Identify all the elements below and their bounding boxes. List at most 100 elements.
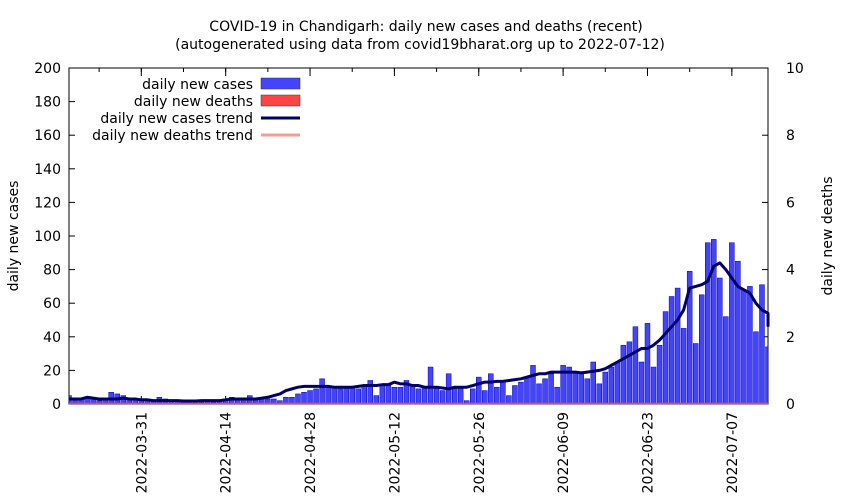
case-bar <box>650 366 657 405</box>
case-bar <box>379 385 386 405</box>
y2-tick-label: 8 <box>786 128 795 144</box>
case-bar <box>602 371 609 405</box>
x-tick-label: 2022-07-07 <box>725 412 741 493</box>
case-bar <box>433 386 440 405</box>
case-bar <box>620 344 627 405</box>
legend-swatch <box>260 94 301 107</box>
x-tick-label: 2022-04-14 <box>219 412 235 493</box>
case-bar <box>596 383 602 405</box>
y-axis-title: daily new cases <box>6 181 22 292</box>
y-tick-label: 80 <box>43 263 61 279</box>
case-bar <box>325 386 331 405</box>
case-bar <box>759 284 765 405</box>
legend-label: daily new cases <box>142 77 253 93</box>
case-bar <box>415 388 422 405</box>
y-tick-label: 100 <box>34 229 61 245</box>
case-bar <box>590 361 596 405</box>
case-bar <box>421 386 428 405</box>
case-bar <box>692 343 699 405</box>
case-bar <box>578 371 584 405</box>
case-bar <box>536 383 542 405</box>
case-bar <box>723 316 729 405</box>
y2-tick-label: 4 <box>786 263 795 279</box>
case-bar <box>319 378 325 405</box>
y-tick-label: 200 <box>34 61 61 77</box>
case-bar <box>614 361 621 405</box>
case-bar <box>530 365 536 405</box>
case-bar <box>427 366 434 405</box>
case-bar <box>512 385 518 405</box>
chart-subtitle: (autogenerated using data from covid19bh… <box>175 37 665 53</box>
y-tick-label: 0 <box>52 397 61 413</box>
case-bar <box>391 386 398 405</box>
case-bar <box>765 346 769 405</box>
case-bar <box>662 311 669 405</box>
x-tick-label: 2022-04-28 <box>303 412 319 493</box>
case-bar <box>373 395 380 405</box>
case-bar <box>343 386 349 405</box>
case-bar <box>355 388 361 405</box>
case-bar <box>753 331 759 405</box>
case-bar <box>494 386 500 405</box>
legend-swatch <box>260 77 301 90</box>
case-bar <box>301 391 307 405</box>
case-bar <box>361 385 367 405</box>
legend-label: daily new deaths <box>134 94 253 110</box>
case-bar <box>385 383 392 405</box>
case-bar <box>397 386 404 405</box>
case-bar <box>439 390 446 405</box>
case-bar <box>729 242 735 405</box>
case-bar <box>584 378 590 405</box>
y2-tick-label: 6 <box>786 195 795 211</box>
x-tick-label: 2022-06-09 <box>556 412 572 493</box>
case-bar <box>741 289 747 405</box>
y2-tick-label: 10 <box>786 61 804 77</box>
case-bar <box>476 376 482 405</box>
case-bar <box>307 390 313 405</box>
case-bar <box>313 388 319 405</box>
case-bar <box>674 287 681 405</box>
case-bar <box>295 393 301 405</box>
case-bar <box>644 323 651 405</box>
y-tick-label: 40 <box>43 330 61 346</box>
chart-title: COVID-19 in Chandigarh: daily new cases … <box>209 19 642 35</box>
case-bar <box>554 386 560 405</box>
case-bar <box>542 378 548 405</box>
y-tick-label: 140 <box>34 162 61 178</box>
case-bar <box>349 386 355 405</box>
x-tick-label: 2022-03-31 <box>134 412 150 493</box>
y2-tick-label: 0 <box>786 397 795 413</box>
cases-trend-line <box>69 261 770 403</box>
case-bar <box>488 373 494 405</box>
case-bar <box>367 380 374 405</box>
case-bar <box>331 386 337 405</box>
case-bar <box>638 361 645 405</box>
y-tick-label: 60 <box>43 296 61 312</box>
plot-area: 0 20 40 60 80 100 120 140 160 180 200 0 2 4 6 8 10 2022-0… <box>34 61 804 493</box>
case-bar <box>482 390 488 405</box>
case-bar <box>470 388 476 405</box>
case-bar <box>680 328 687 405</box>
case-bar <box>668 296 675 405</box>
case-bar <box>698 294 705 405</box>
x-tick-label: 2022-05-26 <box>472 412 488 493</box>
case-bar <box>747 286 753 405</box>
case-bar <box>656 344 663 405</box>
case-bar <box>409 385 416 405</box>
case-bar <box>451 388 458 405</box>
case-bar <box>548 373 554 405</box>
y-tick-label: 20 <box>43 363 61 379</box>
x-tick-label: 2022-06-23 <box>640 412 656 493</box>
case-bar <box>524 376 530 405</box>
case-bar <box>717 277 723 405</box>
legend-label: daily new deaths trend <box>92 128 253 144</box>
y-tick-label: 160 <box>34 128 61 144</box>
case-bar <box>705 242 711 405</box>
y2-axis-title: daily new deaths <box>820 176 836 295</box>
case-bar <box>608 366 615 405</box>
case-bar <box>626 341 633 405</box>
y2-tick-label: 2 <box>786 330 795 346</box>
y-tick-label: 120 <box>34 195 61 211</box>
